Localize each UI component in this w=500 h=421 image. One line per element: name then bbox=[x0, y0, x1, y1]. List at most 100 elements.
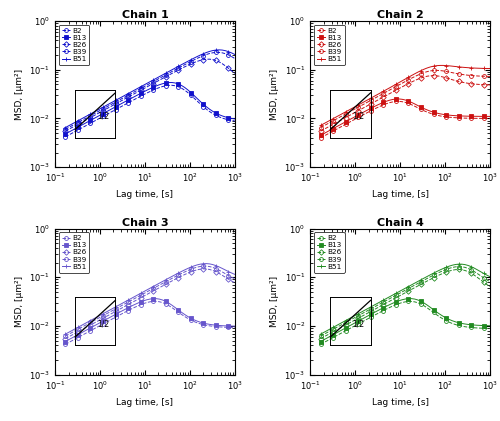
B26 bbox=[380, 95, 386, 100]
B26 bbox=[232, 71, 238, 76]
B39 bbox=[125, 93, 131, 98]
B13 bbox=[232, 324, 238, 329]
B13 bbox=[318, 339, 324, 344]
B39 bbox=[472, 73, 478, 78]
B13 bbox=[62, 131, 68, 136]
B51 bbox=[456, 261, 462, 266]
B51 bbox=[103, 103, 109, 108]
Line: B26: B26 bbox=[64, 57, 236, 133]
B39 bbox=[487, 279, 493, 284]
B51 bbox=[103, 309, 109, 314]
B26 bbox=[358, 107, 364, 112]
B2 bbox=[380, 102, 386, 107]
B51 bbox=[94, 314, 100, 320]
B26 bbox=[216, 59, 222, 64]
B2 bbox=[484, 326, 490, 331]
B39 bbox=[81, 323, 87, 328]
B39 bbox=[81, 117, 87, 122]
B2 bbox=[472, 325, 478, 330]
B13 bbox=[228, 324, 234, 329]
B13 bbox=[487, 323, 493, 328]
B2 bbox=[228, 118, 234, 123]
B39 bbox=[358, 103, 364, 108]
B39 bbox=[94, 110, 100, 115]
B26 bbox=[430, 73, 436, 78]
B39 bbox=[484, 277, 490, 282]
Line: B2: B2 bbox=[318, 99, 492, 140]
B26 bbox=[103, 314, 109, 319]
B51 bbox=[484, 66, 490, 71]
B39 bbox=[228, 54, 234, 59]
B2 bbox=[396, 99, 402, 104]
B26 bbox=[472, 273, 478, 278]
B2 bbox=[62, 342, 68, 347]
B51 bbox=[318, 332, 324, 337]
B13 bbox=[484, 114, 490, 119]
B26 bbox=[484, 82, 490, 87]
B2 bbox=[232, 118, 238, 123]
B51 bbox=[213, 48, 219, 53]
Line: B51: B51 bbox=[318, 63, 492, 128]
B13 bbox=[216, 323, 222, 328]
Line: B13: B13 bbox=[319, 297, 492, 343]
B51 bbox=[216, 47, 222, 52]
B26 bbox=[125, 95, 131, 100]
B2 bbox=[472, 116, 478, 121]
Line: B26: B26 bbox=[64, 267, 236, 341]
B26 bbox=[358, 314, 364, 319]
B39 bbox=[487, 74, 493, 79]
B39 bbox=[318, 333, 324, 338]
B39 bbox=[125, 300, 131, 305]
Y-axis label: MSD, [μm²]: MSD, [μm²] bbox=[270, 69, 279, 120]
B51 bbox=[232, 272, 238, 277]
Title: Chain 4: Chain 4 bbox=[376, 218, 424, 228]
B51 bbox=[81, 115, 87, 120]
B51 bbox=[125, 91, 131, 96]
Legend: B2, B13, B26, B39, B51: B2, B13, B26, B39, B51 bbox=[58, 25, 90, 65]
B13 bbox=[94, 115, 100, 120]
B26 bbox=[349, 319, 355, 324]
Line: B51: B51 bbox=[63, 261, 237, 336]
Line: B39: B39 bbox=[64, 51, 236, 131]
B51 bbox=[487, 274, 493, 279]
B26 bbox=[349, 112, 355, 117]
B26 bbox=[200, 266, 206, 272]
B26 bbox=[232, 280, 238, 285]
B26 bbox=[103, 107, 109, 112]
Line: B2: B2 bbox=[64, 83, 236, 139]
B39 bbox=[62, 333, 68, 338]
B2 bbox=[380, 308, 386, 313]
B39 bbox=[94, 317, 100, 322]
B39 bbox=[380, 300, 386, 305]
B51 bbox=[62, 125, 68, 130]
B13 bbox=[472, 322, 478, 328]
Title: Chain 1: Chain 1 bbox=[122, 10, 168, 20]
B26 bbox=[484, 282, 490, 287]
B2 bbox=[484, 116, 490, 121]
B13 bbox=[336, 329, 342, 334]
B13 bbox=[349, 322, 355, 327]
B13 bbox=[103, 109, 109, 115]
B51 bbox=[125, 298, 131, 303]
B51 bbox=[204, 261, 210, 266]
B13 bbox=[358, 111, 364, 116]
B13 bbox=[169, 80, 175, 85]
B2 bbox=[318, 342, 324, 347]
B51 bbox=[228, 270, 234, 275]
Line: B39: B39 bbox=[318, 69, 492, 130]
B39 bbox=[216, 50, 222, 55]
B39 bbox=[380, 91, 386, 96]
B2 bbox=[216, 115, 222, 120]
B13 bbox=[380, 100, 386, 105]
B13 bbox=[396, 96, 402, 101]
X-axis label: Lag time, [s]: Lag time, [s] bbox=[372, 397, 428, 407]
B51 bbox=[380, 298, 386, 303]
B39 bbox=[232, 276, 238, 281]
B13 bbox=[228, 116, 234, 121]
B39 bbox=[358, 312, 364, 317]
Line: B26: B26 bbox=[318, 74, 492, 133]
B13 bbox=[232, 116, 238, 121]
Y-axis label: MSD, [μm²]: MSD, [μm²] bbox=[14, 69, 24, 120]
Line: B39: B39 bbox=[64, 264, 236, 338]
B39 bbox=[213, 50, 219, 55]
